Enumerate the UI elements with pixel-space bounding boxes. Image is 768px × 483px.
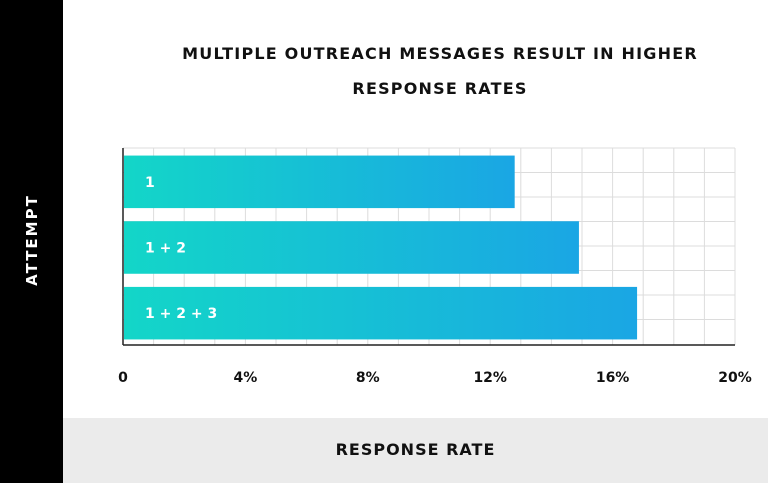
bars: [124, 155, 638, 340]
bar-category-label: 1 + 2 + 3: [145, 306, 217, 322]
x-ticks: 0 4% 8% 12% 16% 20%: [118, 370, 752, 386]
x-tick-label: 12%: [473, 370, 507, 386]
chart-title-line-2: RESPONSE RATES: [352, 79, 528, 98]
x-tick-label: 4%: [234, 370, 258, 386]
bar: [124, 221, 579, 274]
y-axis-band: ATTEMPT: [0, 0, 63, 483]
bar: [124, 286, 638, 340]
bar: [124, 155, 515, 209]
x-tick-label: 16%: [596, 370, 630, 386]
x-tick-label: 20%: [718, 370, 752, 386]
x-tick-label: 0: [118, 370, 128, 386]
x-axis-band: RESPONSE RATE: [63, 418, 768, 483]
bar-category-label: 1: [145, 175, 155, 191]
bar-labels: 1 1 + 2 1 + 2 + 3: [145, 175, 217, 322]
chart-title-line-1: MULTIPLE OUTREACH MESSAGES RESULT IN HIG…: [182, 44, 698, 63]
bar-chart: 1 1 + 2 1 + 2 + 3 0 4% 8% 12% 16% 20%: [118, 147, 752, 386]
x-tick-label: 8%: [356, 370, 380, 386]
bar-category-label: 1 + 2: [145, 241, 186, 257]
x-axis-label: RESPONSE RATE: [335, 440, 496, 459]
